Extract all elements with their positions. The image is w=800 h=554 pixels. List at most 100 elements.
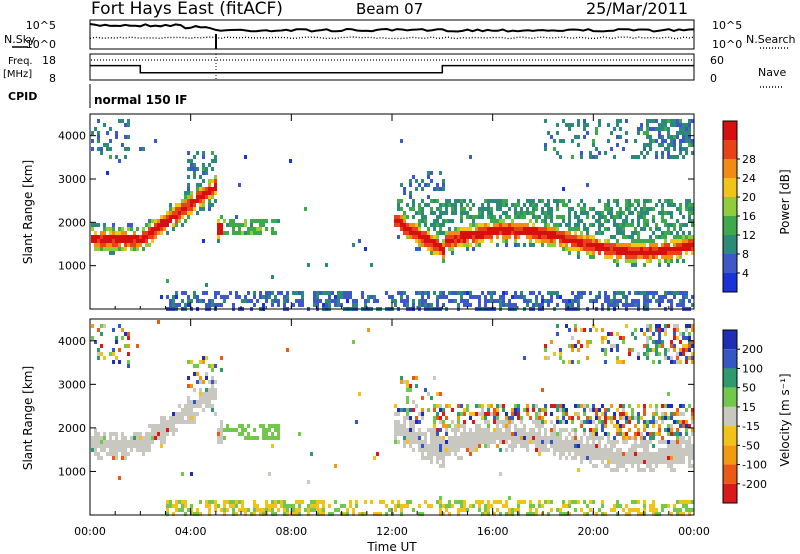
power-echo-cell: [562, 231, 565, 235]
power-echo-cell: [403, 303, 406, 307]
vel-echo-cell: [499, 440, 502, 444]
power-echo-cell: [595, 155, 598, 159]
power-echo-cell: [679, 223, 682, 227]
vel-echo-cell: [610, 456, 613, 460]
vel-echo-cell: [232, 500, 235, 504]
vel-echo-cell: [679, 424, 682, 428]
vel-echo-cell: [676, 420, 679, 424]
beam-label: Beam 07: [356, 0, 423, 18]
vel-echo-cell: [496, 408, 499, 412]
vel-echo-cell: [580, 404, 583, 408]
power-echo-cell: [544, 147, 547, 151]
power-echo-cell: [640, 243, 643, 247]
power-echo-cell: [151, 231, 154, 235]
power-echo-cell: [154, 219, 157, 223]
power-echo-cell: [496, 207, 499, 211]
power-echo-cell: [145, 231, 148, 235]
power-echo-cell: [526, 211, 529, 215]
power-echo-cell: [418, 291, 421, 295]
vel-echo-cell: [121, 444, 124, 448]
vel-echo-cell: [409, 436, 412, 440]
vel-echo-cell: [457, 500, 460, 504]
power-echo-cell: [619, 119, 622, 123]
vel-echo-cell: [646, 456, 649, 460]
vel-echo-cell: [358, 392, 361, 396]
vel-echo-cell: [352, 340, 355, 344]
vel-echo-cell: [517, 500, 520, 504]
vel-echo-cell: [109, 352, 112, 356]
vel-echo-cell: [442, 436, 445, 440]
vel-echo-cell: [553, 432, 556, 436]
power-echo-cell: [181, 291, 184, 295]
power-echo-cell: [505, 211, 508, 215]
vel-echo-cell: [535, 448, 538, 452]
power-echo-cell: [517, 235, 520, 239]
power-echo-cell: [151, 235, 154, 239]
power-echo-cell: [457, 227, 460, 231]
power-echo-cell: [349, 295, 352, 299]
vel-echo-cell: [685, 348, 688, 352]
power-echo-cell: [619, 243, 622, 247]
power-bar-frame: [722, 120, 738, 293]
vel-echo-cell: [499, 428, 502, 432]
power-echo-cell: [187, 295, 190, 299]
power-echo-cell: [109, 239, 112, 243]
vel-echo-cell: [124, 456, 127, 460]
vel-echo-cell: [589, 408, 592, 412]
power-echo-cell: [688, 247, 691, 251]
power-echo-cell: [160, 227, 163, 231]
power-echo-cell: [589, 291, 592, 295]
vel-echo-cell: [691, 328, 694, 332]
vel-echo-cell: [265, 504, 268, 508]
power-echo-cell: [271, 231, 274, 235]
power-echo-cell: [625, 243, 628, 247]
vel-echo-cell: [505, 512, 508, 516]
power-echo-cell: [655, 223, 658, 227]
power-echo-cell: [628, 211, 631, 215]
power-echo-cell: [457, 243, 460, 247]
power-echo-cell: [469, 243, 472, 247]
vel-echo-cell: [526, 432, 529, 436]
vel-echo-cell: [391, 500, 394, 504]
power-echo-cell: [523, 231, 526, 235]
power-echo-cell: [574, 295, 577, 299]
vel-echo-cell: [574, 432, 577, 436]
vel-echo-cell: [406, 412, 409, 416]
vel-echo-cell: [652, 420, 655, 424]
vel-echo-cell: [514, 432, 517, 436]
vel-echo-cell: [652, 340, 655, 344]
power-echo-cell: [502, 239, 505, 243]
vel-echo-cell: [433, 432, 436, 436]
power-echo-cell: [451, 247, 454, 251]
power-echo-cell: [544, 219, 547, 223]
vel-echo-cell: [688, 356, 691, 360]
vel-echo-cell: [472, 444, 475, 448]
power-echo-cell: [670, 259, 673, 263]
power-echo-cell: [619, 299, 622, 303]
vel-echo-cell: [517, 508, 520, 512]
vel-echo-cell: [610, 344, 613, 348]
vel-echo-cell: [274, 436, 277, 440]
vel-echo-cell: [643, 456, 646, 460]
vel-echo-cell: [673, 460, 676, 464]
vel-echo-cell: [589, 444, 592, 448]
power-echo-cell: [220, 303, 223, 307]
vel-echo-cell: [553, 404, 556, 408]
vel-echo-cell: [187, 400, 190, 404]
power-echo-cell: [448, 291, 451, 295]
vel-echo-cell: [511, 436, 514, 440]
vel-echo-cell: [94, 448, 97, 452]
power-echo-cell: [589, 155, 592, 159]
vel-echo-cell: [253, 436, 256, 440]
vel-echo-cell: [667, 452, 670, 456]
vel-echo-cell: [457, 440, 460, 444]
vel-echo-cell: [523, 408, 526, 412]
power-echo-cell: [127, 227, 130, 231]
vel-echo-cell: [670, 404, 673, 408]
vel-echo-cell: [334, 500, 337, 504]
power-echo-cell: [205, 303, 208, 307]
vel-echo-cell: [424, 436, 427, 440]
vel-echo-cell: [493, 440, 496, 444]
power-echo-cell: [436, 223, 439, 227]
power-echo-cell: [571, 155, 574, 159]
